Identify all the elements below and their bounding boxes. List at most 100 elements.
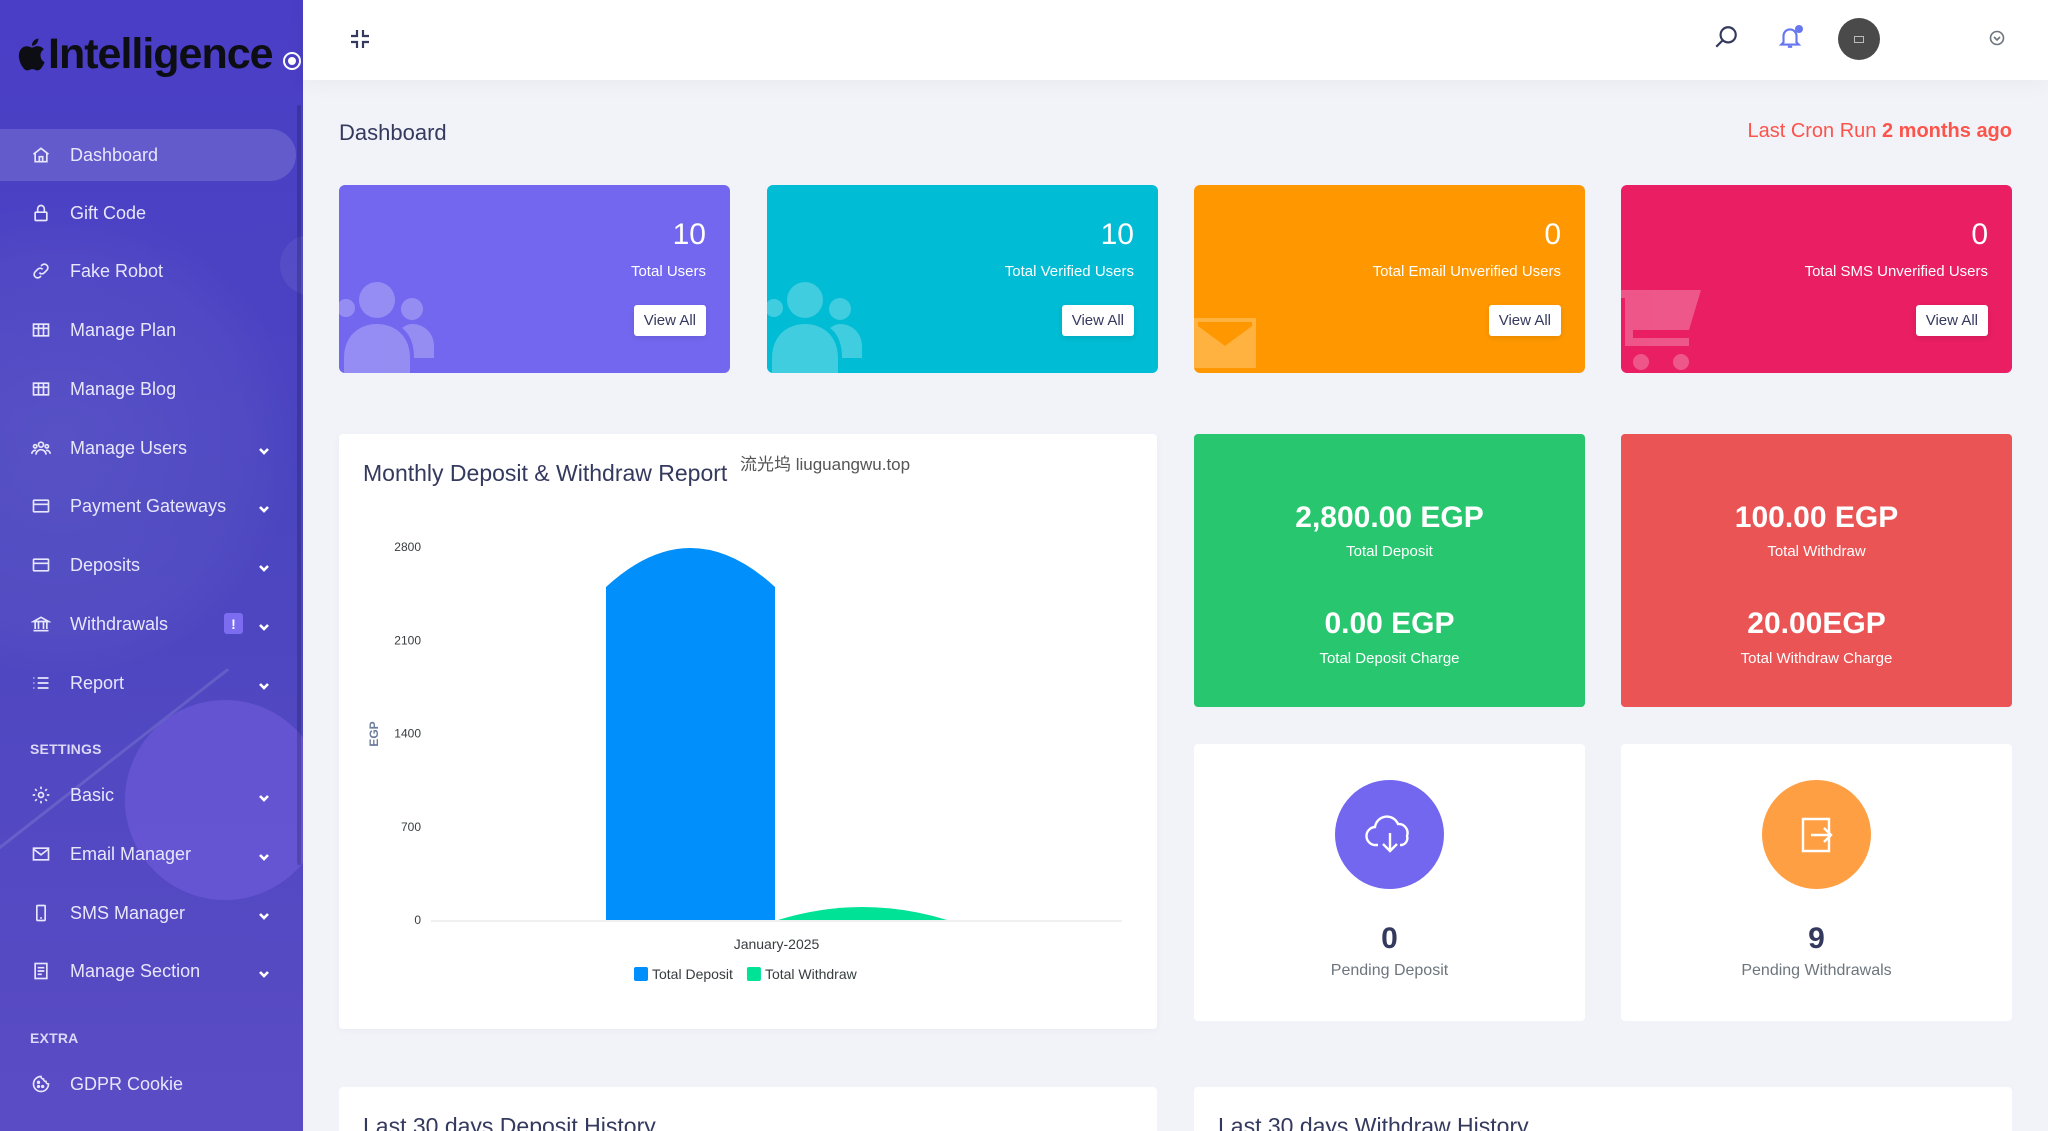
sidebar-item-label: Manage Blog bbox=[70, 378, 177, 399]
phone-icon bbox=[30, 902, 52, 924]
sidebar-item-payment-gateways[interactable]: Payment Gateways bbox=[0, 480, 297, 532]
top-navbar bbox=[303, 0, 2048, 80]
stat-label: Total Verified Users bbox=[1004, 263, 1134, 280]
chevron-down-icon bbox=[258, 441, 270, 455]
x-tick-label: January-2025 bbox=[734, 936, 820, 952]
sidebar-item-gift-code[interactable]: Gift Code bbox=[0, 187, 297, 239]
cookie-icon bbox=[30, 1073, 52, 1095]
deposit-history-card: Last 30 days Deposit History bbox=[339, 1087, 1157, 1131]
stat-card-total-users: 10 Total Users View All bbox=[339, 185, 730, 373]
sidebar-item-manage-blog[interactable]: Manage Blog bbox=[0, 363, 297, 415]
view-all-button[interactable]: View All bbox=[633, 305, 706, 336]
sidebar-item-label: Manage Users bbox=[70, 437, 188, 458]
sidebar-item-label: Manage Plan bbox=[70, 319, 177, 340]
home-icon bbox=[30, 144, 52, 166]
sidebar-item-sms-manager[interactable]: SMS Manager bbox=[0, 887, 297, 939]
deposit-summary-card: 2,800.00 EGP Total Deposit 0.00 EGP Tota… bbox=[1194, 434, 1585, 707]
y-tick-label: 700 bbox=[401, 820, 421, 834]
users-icon bbox=[30, 437, 52, 459]
view-all-button[interactable]: View All bbox=[1915, 305, 1988, 336]
stat-value: 10 bbox=[672, 218, 706, 251]
card-icon bbox=[30, 495, 52, 517]
stat-card-total-verified-users: 10 Total Verified Users View All bbox=[767, 185, 1158, 373]
bar-total-withdraw bbox=[778, 907, 947, 920]
envelope-icon bbox=[30, 843, 52, 865]
stat-label: Total SMS Unverified Users bbox=[1804, 263, 1988, 280]
deposit-charge-value: 0.00 EGP bbox=[1324, 607, 1455, 640]
stat-value: 0 bbox=[1544, 218, 1561, 251]
legend-label: Total Withdraw bbox=[765, 966, 858, 982]
pending-deposit-circle bbox=[1335, 780, 1444, 889]
sidebar-item-report[interactable]: Report bbox=[0, 657, 297, 709]
stat-value: 10 bbox=[1100, 218, 1134, 251]
users-icon bbox=[767, 278, 862, 373]
sidebar-item-manage-section[interactable]: Manage Section bbox=[0, 945, 297, 997]
sidebar-item-manage-plan[interactable]: Manage Plan bbox=[0, 304, 297, 356]
sidebar-scrollbar[interactable] bbox=[297, 105, 301, 865]
sidebar-item-label: Manage Section bbox=[70, 960, 201, 981]
alert-badge: ! bbox=[224, 613, 243, 634]
sidebar-item-label: Deposits bbox=[70, 554, 141, 575]
cron-label: Last Cron Run bbox=[1747, 120, 1877, 142]
legend-marker bbox=[634, 967, 648, 981]
logo[interactable]: Intelligence bbox=[16, 26, 301, 82]
stat-value: 0 bbox=[1971, 218, 1988, 251]
y-axis-label: EGP bbox=[367, 721, 381, 746]
deposit-charge-label: Total Deposit Charge bbox=[1319, 650, 1460, 667]
sidebar-item-label: Basic bbox=[70, 784, 115, 805]
gear-icon bbox=[30, 784, 52, 806]
cart-icon bbox=[1621, 278, 1716, 373]
sidebar-decoration bbox=[125, 700, 303, 900]
chevron-down-icon bbox=[258, 788, 270, 802]
pending-withdraw-count: 9 bbox=[1808, 922, 1825, 955]
cloud-download-icon bbox=[1364, 814, 1409, 853]
avatar[interactable] bbox=[1838, 18, 1880, 60]
pending-deposit-card[interactable]: 0 Pending Deposit bbox=[1194, 744, 1585, 1021]
sidebar-item-manage-users[interactable]: Manage Users bbox=[0, 422, 297, 474]
sidebar-item-label: Fake Robot bbox=[70, 260, 164, 281]
page-title: Dashboard bbox=[339, 120, 447, 145]
sidebar-item-email-manager[interactable]: Email Manager bbox=[0, 828, 297, 880]
sidebar-item-label: Payment Gateways bbox=[70, 495, 227, 516]
pending-withdrawals-card[interactable]: 9 Pending Withdrawals bbox=[1621, 744, 2012, 1021]
sidebar-item-dashboard[interactable]: Dashboard bbox=[0, 129, 296, 181]
pending-deposit-count: 0 bbox=[1381, 922, 1398, 955]
bank-icon bbox=[30, 613, 52, 635]
apple-logo-icon bbox=[18, 38, 45, 71]
search-icon[interactable] bbox=[1713, 24, 1741, 52]
sidebar-decoration bbox=[280, 235, 303, 295]
y-tick-label: 0 bbox=[414, 913, 421, 927]
view-all-button[interactable]: View All bbox=[1488, 305, 1561, 336]
pending-withdraw-circle bbox=[1762, 780, 1871, 889]
chevron-down-icon bbox=[258, 964, 270, 978]
sidebar-item-withdrawals[interactable]: Withdrawals ! bbox=[0, 598, 297, 650]
brand-name: Intelligence bbox=[48, 29, 274, 78]
legend-marker bbox=[746, 967, 761, 981]
sidebar-item-fake-robot[interactable]: Fake Robot bbox=[0, 245, 297, 297]
total-withdraw-label: Total Withdraw bbox=[1767, 543, 1866, 560]
cron-value: 2 months ago bbox=[1881, 120, 2012, 142]
total-deposit-label: Total Deposit bbox=[1346, 543, 1433, 560]
sidebar-item-deposits[interactable]: Deposits bbox=[0, 539, 297, 591]
sidebar-item-gdpr-cookie[interactable]: GDPR Cookie bbox=[0, 1058, 297, 1110]
chevron-down-icon bbox=[258, 676, 270, 690]
notification-bell-icon[interactable] bbox=[1777, 24, 1805, 52]
total-withdraw-value: 100.00 EGP bbox=[1734, 501, 1899, 534]
envelope-icon bbox=[1194, 278, 1289, 373]
card-icon bbox=[30, 554, 52, 576]
y-tick-label: 1400 bbox=[394, 727, 421, 741]
pending-withdraw-label: Pending Withdrawals bbox=[1741, 962, 1892, 979]
last-cron-run: Last Cron Run 2 months ago bbox=[1747, 120, 2012, 143]
chevron-down-icon bbox=[258, 499, 270, 513]
sidebar-item-basic[interactable]: Basic bbox=[0, 769, 297, 821]
user-menu-chevron-icon[interactable] bbox=[1989, 30, 2007, 48]
collapse-sidebar-icon[interactable] bbox=[348, 27, 372, 51]
stat-card-sms-unverified: 0 Total SMS Unverified Users View All bbox=[1621, 185, 2012, 373]
grid-icon bbox=[30, 319, 52, 341]
notification-dot bbox=[1795, 25, 1803, 33]
list-icon bbox=[30, 672, 52, 694]
document-icon bbox=[30, 960, 52, 982]
view-all-button[interactable]: View All bbox=[1061, 305, 1134, 336]
legend-label: Total Deposit bbox=[652, 966, 733, 982]
